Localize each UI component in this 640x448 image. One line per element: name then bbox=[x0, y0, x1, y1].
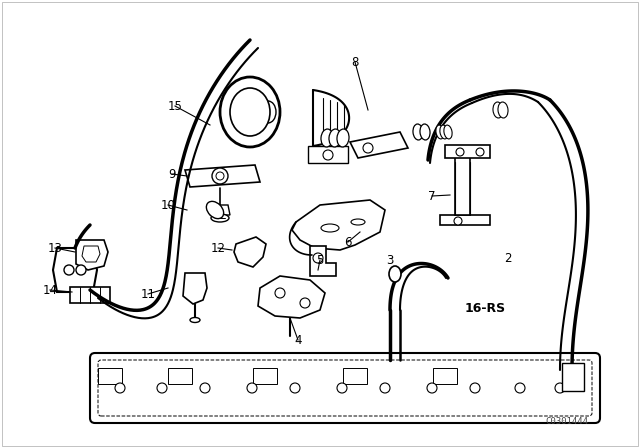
Circle shape bbox=[363, 143, 373, 153]
Bar bbox=[343, 368, 367, 384]
Circle shape bbox=[290, 383, 300, 393]
Polygon shape bbox=[258, 276, 325, 318]
Circle shape bbox=[76, 265, 86, 275]
Ellipse shape bbox=[440, 125, 448, 139]
Circle shape bbox=[337, 383, 347, 393]
Circle shape bbox=[157, 383, 167, 393]
Ellipse shape bbox=[444, 125, 452, 139]
Circle shape bbox=[275, 288, 285, 298]
Ellipse shape bbox=[493, 102, 503, 118]
Polygon shape bbox=[185, 165, 260, 187]
Circle shape bbox=[115, 383, 125, 393]
Ellipse shape bbox=[230, 88, 270, 136]
Ellipse shape bbox=[420, 124, 430, 140]
Bar bbox=[253, 368, 277, 384]
Polygon shape bbox=[455, 155, 470, 215]
Polygon shape bbox=[310, 246, 336, 276]
Polygon shape bbox=[70, 287, 110, 303]
Text: 4: 4 bbox=[294, 333, 301, 346]
Polygon shape bbox=[350, 132, 408, 158]
Text: 12: 12 bbox=[211, 241, 225, 254]
Text: 7: 7 bbox=[428, 190, 436, 202]
Ellipse shape bbox=[190, 318, 200, 323]
Ellipse shape bbox=[260, 101, 276, 123]
Polygon shape bbox=[53, 248, 97, 292]
Polygon shape bbox=[445, 145, 490, 158]
Text: 14: 14 bbox=[42, 284, 58, 297]
Ellipse shape bbox=[351, 219, 365, 225]
Ellipse shape bbox=[220, 77, 280, 147]
Ellipse shape bbox=[211, 214, 229, 222]
Ellipse shape bbox=[329, 129, 341, 147]
Text: C0301444: C0301444 bbox=[545, 417, 588, 426]
Ellipse shape bbox=[321, 129, 333, 147]
Polygon shape bbox=[210, 205, 230, 215]
Text: 3: 3 bbox=[387, 254, 394, 267]
Circle shape bbox=[380, 383, 390, 393]
Polygon shape bbox=[82, 246, 100, 262]
Text: 5: 5 bbox=[316, 254, 324, 267]
Polygon shape bbox=[440, 215, 490, 225]
Polygon shape bbox=[183, 273, 207, 304]
Polygon shape bbox=[76, 240, 108, 270]
Circle shape bbox=[515, 383, 525, 393]
Circle shape bbox=[216, 172, 224, 180]
Circle shape bbox=[247, 383, 257, 393]
Circle shape bbox=[555, 383, 565, 393]
Circle shape bbox=[323, 150, 333, 160]
Bar bbox=[168, 368, 192, 384]
Text: 13: 13 bbox=[47, 241, 63, 254]
Circle shape bbox=[454, 217, 462, 225]
Polygon shape bbox=[308, 146, 348, 163]
Ellipse shape bbox=[436, 125, 444, 139]
Circle shape bbox=[212, 168, 228, 184]
Bar bbox=[433, 368, 457, 384]
Text: 15: 15 bbox=[168, 99, 182, 112]
Polygon shape bbox=[234, 237, 266, 267]
Circle shape bbox=[427, 383, 437, 393]
Ellipse shape bbox=[413, 124, 423, 140]
Circle shape bbox=[300, 298, 310, 308]
Polygon shape bbox=[292, 200, 385, 250]
Circle shape bbox=[456, 148, 464, 156]
Circle shape bbox=[64, 265, 74, 275]
Circle shape bbox=[476, 148, 484, 156]
Ellipse shape bbox=[498, 102, 508, 118]
Circle shape bbox=[470, 383, 480, 393]
Circle shape bbox=[313, 253, 323, 263]
Text: 2: 2 bbox=[504, 251, 512, 264]
Ellipse shape bbox=[337, 129, 349, 147]
Text: 8: 8 bbox=[351, 56, 358, 69]
Circle shape bbox=[200, 383, 210, 393]
Text: 9: 9 bbox=[168, 168, 176, 181]
FancyBboxPatch shape bbox=[90, 353, 600, 423]
Ellipse shape bbox=[206, 201, 223, 219]
Text: 16-RS: 16-RS bbox=[465, 302, 506, 314]
Bar bbox=[98, 368, 122, 384]
Ellipse shape bbox=[389, 266, 401, 282]
Ellipse shape bbox=[321, 224, 339, 232]
Text: 11: 11 bbox=[141, 288, 156, 301]
Text: 10: 10 bbox=[161, 198, 175, 211]
Bar bbox=[562, 363, 584, 391]
Text: 6: 6 bbox=[344, 236, 352, 249]
